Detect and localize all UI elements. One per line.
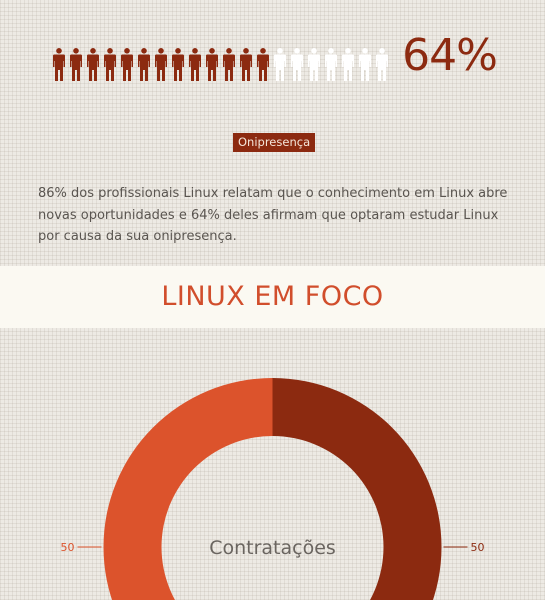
donut-slice-1	[273, 378, 442, 600]
person-icon	[87, 48, 99, 81]
section-banner: LINUX EM FOCO	[0, 266, 545, 328]
person-icon	[240, 48, 252, 81]
percent-value: 64%	[392, 30, 507, 81]
person-icon	[172, 48, 184, 81]
person-icon	[223, 48, 235, 81]
donut-chart: 50 50 Contratações	[0, 360, 545, 600]
slice-value-label: 50	[471, 541, 485, 554]
person-icon	[342, 48, 354, 81]
person-icon	[206, 48, 218, 81]
person-icon	[274, 48, 286, 81]
person-icon	[376, 48, 388, 81]
person-icon	[138, 48, 150, 81]
person-icon	[257, 48, 269, 81]
person-icon	[104, 48, 116, 81]
person-icon	[155, 48, 167, 81]
person-icon	[189, 48, 201, 81]
person-icon	[359, 48, 371, 81]
donut-center-label: Contratações	[209, 537, 336, 559]
people-pictogram	[50, 44, 395, 86]
person-icon	[291, 48, 303, 81]
section-title: LINUX EM FOCO	[0, 266, 545, 328]
person-icon	[325, 48, 337, 81]
person-icon	[308, 48, 320, 81]
donut-slice-2	[104, 378, 273, 600]
person-icon	[70, 48, 82, 81]
onipresenca-tag: Onipresença	[233, 133, 315, 152]
description-text: 86% dos profissionais Linux relatam que …	[38, 183, 516, 248]
person-icon	[53, 48, 65, 81]
person-icon	[121, 48, 133, 81]
slice-value-label: 50	[61, 541, 75, 554]
